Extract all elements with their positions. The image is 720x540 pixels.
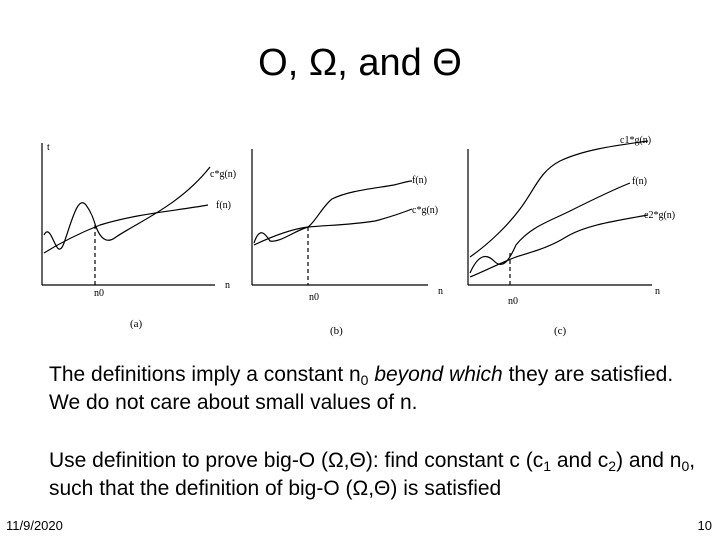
panel-c-caption: (c)	[554, 325, 567, 337]
panel-a	[41, 143, 215, 286]
panel-a-caption: (a)	[130, 318, 143, 330]
proof-paragraph: Use definition to prove big-O (Ω,Θ): fin…	[49, 447, 709, 503]
p2-sub-c1: 1	[543, 458, 552, 474]
panel-b-lower-label: c*g(n)	[412, 205, 438, 216]
page-number: 10	[697, 518, 712, 533]
p2-text-d: , such that the definition of big-O (Ω,Θ…	[49, 449, 696, 500]
p1-sub-n0: 0	[360, 372, 369, 388]
panel-b-n0-label: n0	[309, 292, 319, 303]
slide-title: O, Ω, and Θ	[258, 42, 462, 84]
panel-c-c2g-curve	[469, 214, 649, 278]
panel-a-cg-curve	[43, 166, 211, 250]
p1-text-c: they are satisfied. We do not care about…	[49, 363, 674, 414]
panel-c-x-axis-label: n	[655, 286, 660, 297]
panel-b-upper-label: f(n)	[412, 175, 427, 186]
panel-b-cg-curve	[253, 208, 413, 246]
definition-paragraph: The definitions imply a constant n0 beyo…	[49, 361, 709, 417]
p1-text-a: The definitions imply a constant n	[49, 363, 361, 386]
panel-a-n0-label: n0	[94, 288, 104, 299]
panel-c-f-curve	[469, 182, 631, 274]
panel-a-y-axis-label: t	[47, 142, 50, 153]
panel-a-f-curve	[43, 204, 209, 254]
panel-a-lower-label: f(n)	[216, 200, 231, 211]
p2-text-b: and c	[551, 449, 609, 472]
panel-c	[467, 140, 652, 286]
panel-b-f-curve	[253, 180, 413, 244]
p2-text-c: ) and n	[616, 449, 682, 472]
footer-date: 11/9/2020	[6, 518, 63, 533]
p2-text-a: Use definition to prove big-O (Ω,Θ): fin…	[49, 449, 544, 472]
panel-b	[251, 149, 428, 286]
panel-b-caption: (b)	[330, 325, 343, 337]
p1-emphasis: beyond which	[374, 363, 503, 386]
panel-c-middle-label: f(n)	[632, 176, 647, 187]
panel-b-x-axis-label: n	[438, 286, 443, 297]
panel-c-n0-label: n0	[508, 296, 518, 307]
panel-c-upper-label: c1*g(n)	[620, 135, 651, 146]
p2-sub-c2: 2	[608, 458, 617, 474]
panel-c-c1g-curve	[469, 140, 649, 258]
panel-c-lower-label: c2*g(n)	[644, 210, 675, 221]
p2-sub-n0: 0	[681, 458, 690, 474]
panel-a-upper-label: c*g(n)	[210, 169, 236, 180]
asymptotic-bounds-figure: t n n0 c*g(n) f(n) (a) n n0 f(n) c*g(n) …	[41, 135, 675, 337]
panel-a-x-axis-label: n	[225, 280, 230, 291]
